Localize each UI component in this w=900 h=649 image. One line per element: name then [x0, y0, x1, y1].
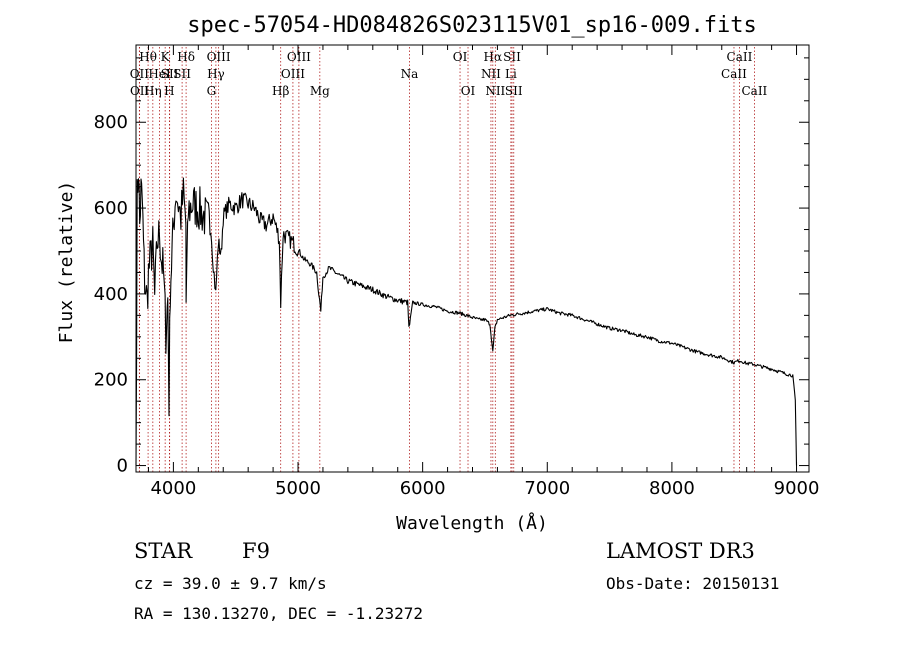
spectral-line-label: OII — [130, 67, 150, 81]
spectral-line-label: OI — [453, 50, 468, 64]
spectral-line-label: SII — [161, 67, 179, 81]
spectrum-series — [135, 177, 798, 466]
x-tick-label: 5000 — [275, 478, 321, 499]
spectrum-line — [135, 177, 798, 466]
spectral-line-label: Hγ — [207, 67, 225, 81]
y-tick-label: 0 — [117, 456, 128, 477]
spectral-line-label: Hθ — [139, 50, 157, 64]
spectral-line-label: Hδ — [177, 50, 195, 64]
survey-name: LAMOST DR3 — [606, 539, 755, 563]
chart-title: spec-57054-HD084826S023115V01_sp16-009.f… — [187, 13, 757, 38]
object-subclass: F9 — [242, 539, 270, 563]
spectral-line-label: SII — [505, 84, 523, 98]
x-tick-label: 6000 — [400, 478, 446, 499]
spectral-line-label: SII — [503, 50, 521, 64]
spectral-line-label: OII — [130, 84, 150, 98]
spectral-line-label: OIII — [281, 67, 305, 81]
spectral-line-label: Na — [401, 67, 419, 81]
y-axis-label: Flux (relative) — [56, 181, 77, 344]
spectral-line-label: OIII — [287, 50, 311, 64]
spectral-line-label: NII — [485, 84, 505, 98]
spectral-line-label: OI — [461, 84, 476, 98]
spectral-line-label: OIII — [207, 50, 231, 64]
x-tick-label: 8000 — [649, 478, 695, 499]
axis-ticks: 4000 5000 6000 7000 8000 9000 0 200 400 600 800 — [94, 45, 820, 499]
spectral-line-label: H — [164, 84, 174, 98]
y-tick-label: 400 — [94, 284, 128, 305]
y-tick-label: 600 — [94, 198, 128, 219]
spectral-line-label: Hη — [144, 84, 162, 98]
spectral-line-label: Mg — [310, 84, 330, 98]
x-tick-label: 4000 — [150, 478, 196, 499]
object-class: STAR — [134, 539, 193, 563]
plot-frame — [135, 44, 810, 473]
spectral-line-label: CaII — [721, 67, 747, 81]
coordinates: RA = 130.13270, DEC = -1.23272 — [134, 604, 423, 623]
spectral-line-label: Hα — [484, 50, 503, 64]
spectral-line-label: HeI — [148, 67, 171, 81]
obs-date: Obs-Date: 20150131 — [606, 574, 780, 593]
spectral-line-label: SII — [173, 67, 191, 81]
spectral-line-label: Li — [505, 67, 517, 81]
spectral-line-label: CaII — [741, 84, 767, 98]
y-tick-label: 800 — [94, 112, 128, 133]
spectral-line-label: G — [207, 84, 217, 98]
spectral-line-label: CaII — [727, 50, 753, 64]
y-tick-label: 200 — [94, 370, 128, 391]
spectral-line-label: K — [161, 50, 171, 64]
x-tick-label: 9000 — [774, 478, 820, 499]
redshift-text: cz = 39.0 ± 9.7 km/s — [134, 574, 327, 593]
x-tick-label: 7000 — [524, 478, 570, 499]
spectral-line-label: Hβ — [272, 84, 289, 98]
x-axis-label: Wavelength (Å) — [396, 512, 548, 534]
spectral-line-label: NII — [481, 67, 501, 81]
